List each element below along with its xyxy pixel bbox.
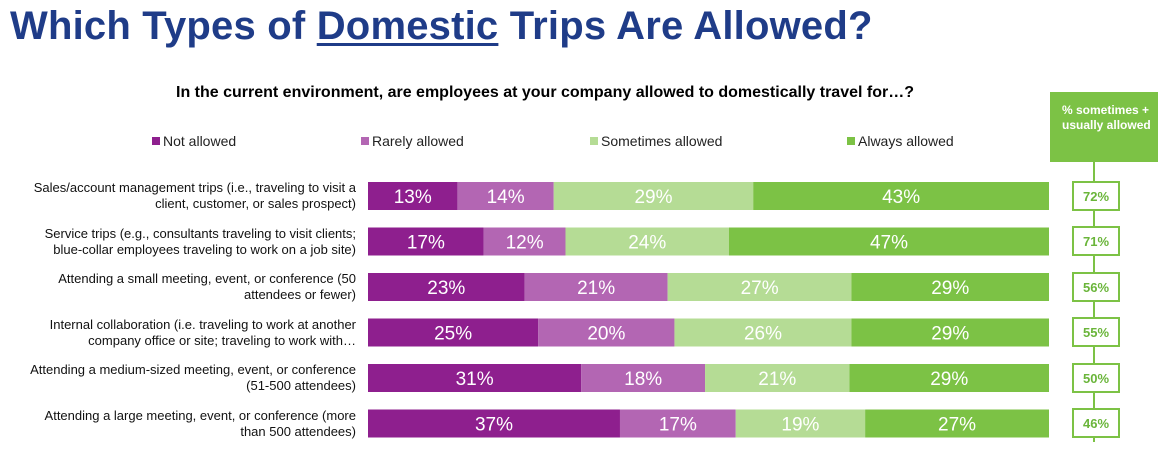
side-value-box: 50%: [1072, 363, 1120, 393]
legend-swatch-sometimes-allowed: [590, 137, 598, 145]
side-header: % sometimes + usually allowed: [1050, 92, 1158, 162]
bar-sometimes-allowed: [735, 409, 866, 438]
bar-rarely-allowed: [538, 318, 675, 347]
legend-swatch-rarely-allowed: [361, 137, 369, 145]
bar-sometimes-allowed: [674, 318, 852, 347]
bar-label-always-allowed: 29%: [931, 324, 969, 345]
side-value-box: 46%: [1072, 408, 1120, 438]
bar-rarely-allowed: [524, 273, 668, 301]
legend-label-always-allowed: Always allowed: [858, 133, 954, 149]
bar-label-not-allowed: 23%: [427, 278, 465, 299]
bar-label-sometimes-allowed: 29%: [634, 187, 672, 208]
bar-always-allowed: [849, 364, 1049, 392]
bar-label-rarely-allowed: 20%: [587, 324, 625, 345]
bar-always-allowed: [753, 182, 1049, 210]
bar-label-always-allowed: 27%: [938, 415, 976, 436]
legend-swatch-always-allowed: [847, 137, 855, 145]
bar-not-allowed: [368, 409, 620, 438]
bar-always-allowed: [851, 318, 1049, 347]
bar-not-allowed: [368, 227, 484, 256]
row-label: Internal collaboration (i.e. traveling t…: [49, 317, 356, 348]
bar-label-sometimes-allowed: 26%: [744, 324, 782, 345]
bar-label-rarely-allowed: 17%: [659, 415, 697, 436]
page-title: Which Types of Domestic Trips Are Allowe…: [10, 4, 873, 49]
bar-not-allowed: [368, 318, 539, 347]
bar-label-rarely-allowed: 21%: [577, 278, 615, 299]
bar-label-always-allowed: 29%: [930, 369, 968, 390]
bar-label-not-allowed: 13%: [394, 187, 432, 208]
row-label: Sales/account management trips (i.e., tr…: [33, 180, 356, 211]
legend-item-rarely-allowed: Rarely allowed: [361, 133, 464, 149]
bar-label-rarely-allowed: 14%: [487, 187, 525, 208]
bar-label-not-allowed: 37%: [475, 415, 513, 436]
title-before: Which Types of: [10, 4, 317, 48]
row-label: Attending a small meeting, event, or con…: [58, 271, 356, 302]
bar-sometimes-allowed: [553, 182, 754, 210]
side-connector-line: [1093, 162, 1095, 442]
bar-not-allowed: [368, 182, 458, 210]
title-underlined: Domestic: [316, 4, 499, 48]
bar-label-not-allowed: 25%: [434, 324, 472, 345]
bar-rarely-allowed: [483, 227, 566, 256]
title-after: Trips Are Allowed?: [498, 4, 873, 48]
bar-sometimes-allowed: [667, 273, 852, 301]
row-label: Attending a large meeting, event, or con…: [44, 408, 356, 439]
legend-item-not-allowed: Not allowed: [152, 133, 236, 149]
bar-always-allowed: [851, 273, 1049, 301]
bar-label-not-allowed: 17%: [407, 233, 445, 254]
legend-swatch-not-allowed: [152, 137, 160, 145]
side-value-box: 56%: [1072, 272, 1120, 302]
side-value-box: 71%: [1072, 226, 1120, 256]
side-value-box: 55%: [1072, 317, 1120, 347]
bar-always-allowed: [728, 227, 1049, 256]
bar-rarely-allowed: [581, 364, 706, 392]
side-value-box: 72%: [1072, 181, 1120, 211]
bar-rarely-allowed: [457, 182, 554, 210]
bar-label-rarely-allowed: 12%: [506, 233, 544, 254]
bar-label-rarely-allowed: 18%: [624, 369, 662, 390]
bar-label-sometimes-allowed: 21%: [758, 369, 796, 390]
legend-label-rarely-allowed: Rarely allowed: [372, 133, 464, 149]
bar-always-allowed: [865, 409, 1049, 438]
bar-label-always-allowed: 43%: [882, 187, 920, 208]
bar-label-always-allowed: 29%: [931, 278, 969, 299]
bar-label-always-allowed: 47%: [870, 233, 908, 254]
bar-sometimes-allowed: [705, 364, 850, 392]
bar-sometimes-allowed: [565, 227, 729, 256]
legend-label-not-allowed: Not allowed: [163, 133, 237, 149]
bar-label-sometimes-allowed: 19%: [781, 415, 819, 436]
legend-item-sometimes-allowed: Sometimes allowed: [590, 133, 722, 149]
row-label: Attending a medium-sized meeting, event,…: [30, 362, 356, 393]
legend-item-always-allowed: Always allowed: [847, 133, 954, 149]
row-label: Service trips (e.g., consultants traveli…: [44, 226, 356, 257]
bar-label-sometimes-allowed: 27%: [741, 278, 779, 299]
bar-rarely-allowed: [619, 409, 736, 438]
bar-label-sometimes-allowed: 24%: [628, 233, 666, 254]
bar-not-allowed: [368, 364, 582, 392]
chart-subtitle: In the current environment, are employee…: [176, 84, 914, 101]
legend-label-sometimes-allowed: Sometimes allowed: [601, 133, 723, 149]
bar-label-not-allowed: 31%: [456, 369, 494, 390]
bar-not-allowed: [368, 273, 525, 301]
